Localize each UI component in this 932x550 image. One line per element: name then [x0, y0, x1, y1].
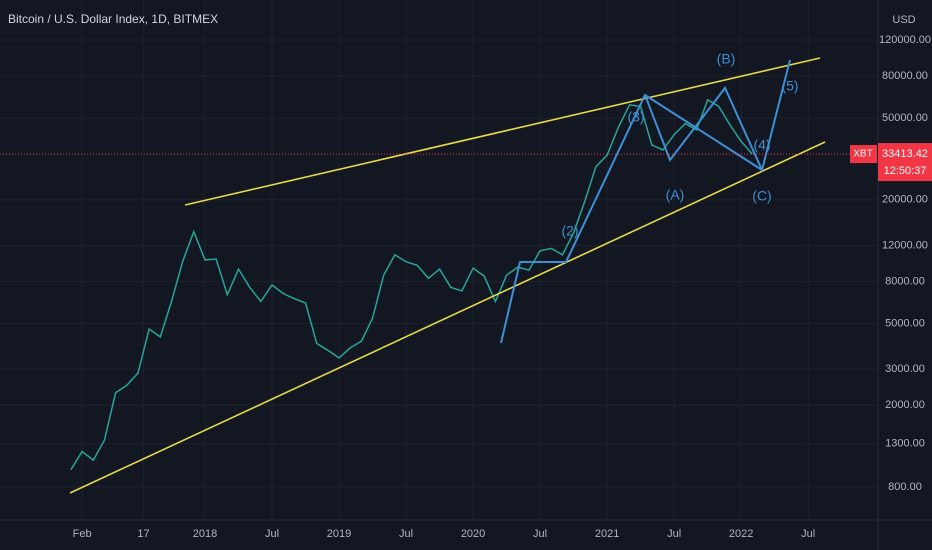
price-label-bg [878, 143, 932, 182]
y-tick-label: 800.00 [888, 481, 922, 493]
wave-label: (B) [717, 51, 736, 67]
y-tick-label: 5000.00 [885, 317, 925, 329]
x-tick-label: Jul [667, 528, 681, 540]
price-label-bg [850, 145, 877, 164]
trend-line [184, 57, 821, 206]
x-tick-label: 2020 [461, 528, 485, 540]
current-price: 33413.42 [882, 148, 928, 160]
x-tick-label: 17 [137, 528, 149, 540]
chart-title: Bitcoin / U.S. Dollar Index, 1D, BITMEX [8, 12, 218, 26]
wave-label: (A) [666, 187, 685, 203]
x-tick-label: Jul [801, 528, 815, 540]
x-tick-label: Jul [533, 528, 547, 540]
x-tick-label: 2018 [193, 528, 217, 540]
x-tick-label: Feb [73, 528, 92, 540]
y-tick-label: 12000.00 [882, 239, 928, 251]
grid [0, 0, 878, 520]
y-tick-label: 2000.00 [885, 399, 925, 411]
x-tick-label: Jul [399, 528, 413, 540]
wave-path [644, 86, 763, 171]
trend-line [69, 141, 826, 494]
wave-label: (C) [752, 188, 771, 204]
x-tick-label: 2021 [595, 528, 619, 540]
y-tick-label: 120000.00 [879, 34, 931, 46]
x-tick-label: 2019 [327, 528, 351, 540]
y-tick-label: 1300.00 [885, 438, 925, 450]
y-tick-label: 8000.00 [885, 275, 925, 287]
y-tick-label: 3000.00 [885, 363, 925, 375]
countdown: 12:50:37 [884, 165, 927, 177]
wave-label: (5) [781, 78, 798, 94]
x-tick-label: Jul [265, 528, 279, 540]
wave-label: (4) [753, 137, 770, 153]
currency-label: USD [892, 14, 915, 26]
wave-label: (3) [627, 109, 644, 125]
y-tick-label: 50000.00 [882, 112, 928, 124]
y-tick-label: 80000.00 [882, 70, 928, 82]
series-name: XBT [853, 149, 872, 160]
wave-label: (2) [561, 223, 578, 239]
x-tick-label: 2022 [729, 528, 753, 540]
y-tick-label: 20000.00 [882, 194, 928, 206]
wave-path [500, 59, 791, 344]
